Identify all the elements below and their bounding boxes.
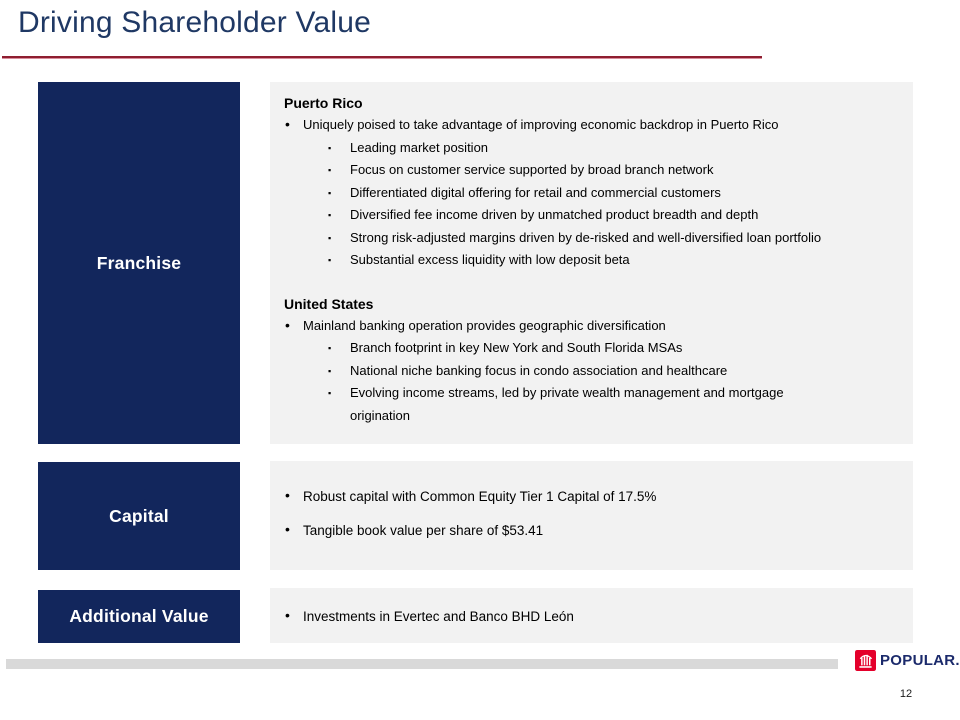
bullet-item: • Mainland banking operation provides ge… [284, 315, 909, 338]
square-bullet-icon: ▪ [328, 255, 332, 265]
bullet-text: Robust capital with Common Equity Tier 1… [303, 489, 657, 504]
franchise-label-box: Franchise [38, 82, 240, 444]
sub-bullet-item: ▪ Branch footprint in key New York and S… [284, 337, 909, 360]
bullet-icon: • [285, 521, 290, 537]
capital-label-box: Capital [38, 462, 240, 570]
popular-logo-text: POPULAR. [880, 652, 960, 669]
sub-bullet-item: ▪ National niche banking focus in condo … [284, 360, 909, 383]
additional-value-content-panel: • Investments in Evertec and Banco BHD L… [270, 588, 913, 643]
sub-bullet-item: ▪ Diversified fee income driven by unmat… [284, 204, 909, 227]
additional-value-label: Additional Value [69, 606, 209, 626]
capital-label: Capital [109, 505, 169, 526]
franchise-label: Franchise [96, 252, 182, 273]
bullet-icon: • [285, 316, 290, 333]
capital-content-panel: • Robust capital with Common Equity Tier… [270, 461, 913, 570]
square-bullet-icon: ▪ [328, 365, 332, 376]
page-title: Driving Shareholder Value [18, 6, 371, 39]
square-bullet-icon: ▪ [328, 187, 332, 198]
square-bullet-icon: ▪ [328, 142, 332, 153]
bullet-item: • Robust capital with Common Equity Tier… [270, 486, 909, 507]
sub-bullet-text: Differentiated digital offering for reta… [350, 184, 721, 200]
bullet-item: • Tangible book value per share of $53.4… [270, 520, 909, 541]
sub-bullet-text: Substantial excess liquidity with low de… [350, 252, 630, 267]
sub-bullet-item: ▪ Substantial excess liquidity with low … [284, 249, 909, 272]
title-underline [2, 56, 762, 59]
sub-bullet-item: ▪ Leading market position [284, 137, 909, 160]
bullet-item: • Investments in Evertec and Banco BHD L… [270, 606, 909, 627]
square-bullet-icon: ▪ [328, 388, 332, 398]
section-heading-united-states: United States [284, 295, 374, 312]
bullet-item: • Uniquely poised to take advantage of i… [284, 114, 909, 137]
footer-bar [6, 659, 838, 669]
bullet-text: Mainland banking operation provides geog… [303, 317, 666, 333]
sub-bullet-text: Focus on customer service supported by b… [350, 162, 714, 177]
sub-bullet-item: ▪ Differentiated digital offering for re… [284, 182, 909, 205]
sub-bullet-item: ▪ Strong risk-adjusted margins driven by… [284, 227, 909, 250]
sub-bullet-text: National niche banking focus in condo as… [350, 362, 728, 378]
square-bullet-icon: ▪ [328, 165, 332, 175]
section-heading-puerto-rico: Puerto Rico [284, 95, 363, 111]
bullet-text: Tangible book value per share of $53.41 [303, 523, 544, 538]
bullet-text: Uniquely poised to take advantage of imp… [303, 117, 779, 132]
franchise-content-panel: Puerto Rico • Uniquely poised to take ad… [270, 82, 913, 444]
page-number: 12 [899, 688, 913, 700]
popular-logo-icon [855, 650, 876, 671]
square-bullet-icon: ▪ [328, 343, 332, 353]
sub-bullet-item: ▪ Focus on customer service supported by… [284, 159, 909, 182]
sub-bullet-text: Leading market position [350, 139, 489, 155]
sub-bullet-text: Diversified fee income driven by unmatch… [350, 207, 759, 222]
bullet-icon: • [285, 116, 290, 132]
square-bullet-icon: ▪ [328, 232, 332, 243]
sub-bullet-item: ▪ Evolving income streams, led by privat… [284, 382, 909, 427]
bullet-icon: • [285, 607, 290, 623]
bullet-text: Investments in Evertec and Banco BHD Leó… [303, 609, 574, 624]
square-bullet-icon: ▪ [328, 210, 332, 220]
sub-bullet-text: Evolving income streams, led by private … [350, 385, 784, 423]
sub-bullet-text: Branch footprint in key New York and Sou… [350, 340, 683, 355]
bullet-icon: • [285, 487, 290, 503]
additional-value-label-box: Additional Value [38, 590, 240, 643]
sub-bullet-text: Strong risk-adjusted margins driven by d… [350, 229, 822, 245]
popular-logo: POPULAR. [855, 650, 960, 671]
